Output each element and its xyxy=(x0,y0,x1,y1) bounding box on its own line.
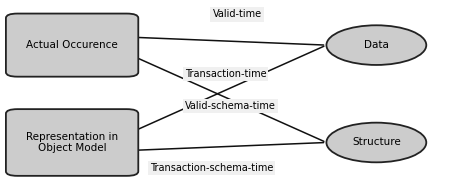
Text: Valid-schema-time: Valid-schema-time xyxy=(184,101,275,112)
Text: Representation in
Object Model: Representation in Object Model xyxy=(26,132,118,153)
FancyBboxPatch shape xyxy=(6,14,138,77)
Text: Actual Occurence: Actual Occurence xyxy=(26,40,118,50)
Text: Transaction-schema-time: Transaction-schema-time xyxy=(150,163,273,173)
Text: Valid-time: Valid-time xyxy=(212,9,262,20)
Ellipse shape xyxy=(327,123,426,162)
Ellipse shape xyxy=(327,25,426,65)
Text: Data: Data xyxy=(364,40,389,50)
Text: Structure: Structure xyxy=(352,137,401,148)
FancyBboxPatch shape xyxy=(6,109,138,176)
Text: Transaction-time: Transaction-time xyxy=(184,69,266,79)
